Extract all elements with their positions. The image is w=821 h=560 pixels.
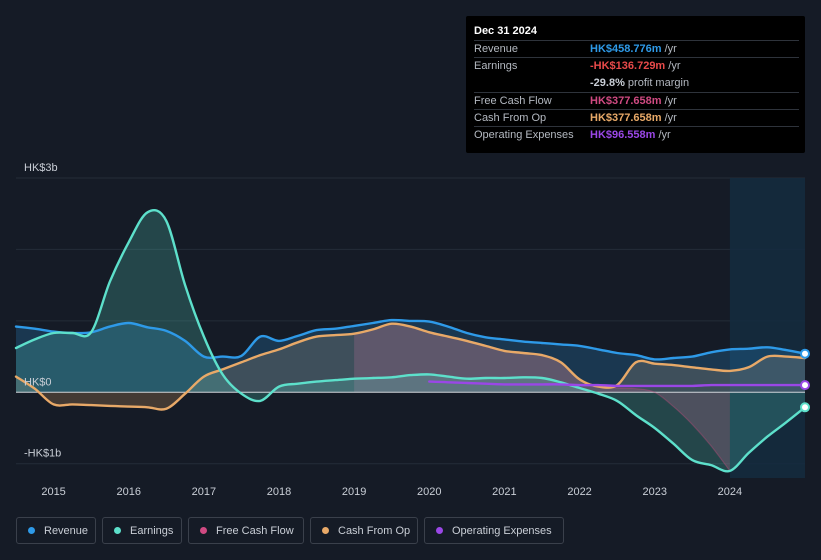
tooltip-unit: /yr [668,60,681,72]
tooltip-label: Cash From Op [474,112,547,124]
tooltip-value: -HK$136.729m /yr [590,60,681,72]
y-tick-label: HK$3b [24,162,58,174]
endpoint-earnings [800,402,810,413]
line-revenue [14,318,807,361]
area-earnings [16,210,805,472]
tooltip-label: Revenue [474,43,519,55]
legend-item-cash-from-op[interactable]: Cash From Op [310,517,418,544]
operating-expenses-dot-icon [436,527,443,534]
tooltip-value-amount: HK$96.558m [590,129,656,141]
tooltip-date: Dec 31 2024 [474,25,537,37]
tooltip-value-amount: HK$377.658m [590,95,662,107]
tooltip-row-free-cash-flow: Free Cash Flow HK$377.658m /yr [474,92,799,110]
x-tick-label: 2020 [417,486,441,498]
tooltip-row-revenue: Revenue HK$458.776m /yr [474,40,799,58]
tooltip-label: Free Cash Flow [474,95,552,107]
legend-item-earnings[interactable]: Earnings [102,517,182,544]
profit-margin-value: -29.8% [590,77,625,89]
tooltip-value: HK$377.658m /yr [590,112,677,124]
y-axis-labels: HK$3b HK$0 -HK$1b [24,162,61,460]
tooltip-value: HK$96.558m /yr [590,129,671,141]
tooltip-row-cash-from-op: Cash From Op HK$377.658m /yr [474,109,799,127]
legend-label: Earnings [130,525,174,537]
profit-margin-label: profit margin [627,77,690,89]
x-tick-label: 2023 [642,486,666,498]
cash-from-op-dot-icon [322,527,329,534]
series-endpoints [800,348,810,413]
chart-svg: HK$3b HK$0 -HK$1b 2015 2016 2017 2018 2019 2020… [14,162,810,498]
x-tick-label: 2021 [492,486,516,498]
endpoint-operating-expenses [800,380,810,391]
tooltip-unit: /yr [658,129,671,141]
tooltip-value-amount: HK$458.776m [590,43,662,55]
x-tick-label: 2022 [567,486,591,498]
legend-label: Cash From Op [338,525,411,537]
x-tick-label: 2019 [342,486,366,498]
tooltip-label: Operating Expenses [474,129,574,141]
tooltip-row-operating-expenses: Operating Expenses HK$96.558m /yr [474,126,799,144]
legend-item-operating-expenses[interactable]: Operating Expenses [424,517,564,544]
tooltip-value: HK$458.776m /yr [590,43,677,55]
x-tick-label: 2024 [718,486,742,498]
legend-label: Free Cash Flow [216,525,294,537]
series-lines [14,209,807,473]
x-axis-labels: 2015 2016 2017 2018 2019 2020 2021 2022 2023 2024 [41,486,742,498]
line-operating-expenses [428,380,807,388]
earnings-dot-icon [114,527,121,534]
tooltip-value-amount: -HK$136.729m [590,60,666,72]
tooltip-row-earnings: Earnings -HK$136.729m /yr -29.8% profit … [474,57,799,94]
endpoint-revenue [800,348,810,359]
line-cash-from-op [14,322,807,411]
x-tick-label: 2016 [116,486,140,498]
y-tick-label: -HK$1b [24,448,61,460]
tooltip-unit: /yr [664,112,677,124]
area-revenue [16,320,805,393]
x-tick-label: 2018 [267,486,291,498]
y-tick-label: HK$0 [24,376,52,388]
tooltip-value-amount: HK$377.658m [590,112,662,124]
tooltip-unit: /yr [664,95,677,107]
tooltip: Dec 31 2024 Revenue HK$458.776m /yr Earn… [466,16,805,153]
tooltip-value: HK$377.658m /yr [590,95,677,107]
legend-label: Revenue [44,525,89,537]
legend-item-revenue[interactable]: Revenue [16,517,96,544]
area-free-cash-flow [354,323,730,471]
tooltip-label: Earnings [474,60,518,72]
legend-item-free-cash-flow[interactable]: Free Cash Flow [188,517,304,544]
x-tick-label: 2017 [192,486,216,498]
line-earnings [14,209,807,473]
free-cash-flow-dot-icon [200,527,207,534]
legend-label: Operating Expenses [452,525,552,537]
tooltip-unit: /yr [664,43,677,55]
x-tick-label: 2015 [41,486,65,498]
revenue-dot-icon [28,527,35,534]
tooltip-profit-margin: -29.8% profit margin [590,77,689,89]
forecast-region [729,178,805,478]
